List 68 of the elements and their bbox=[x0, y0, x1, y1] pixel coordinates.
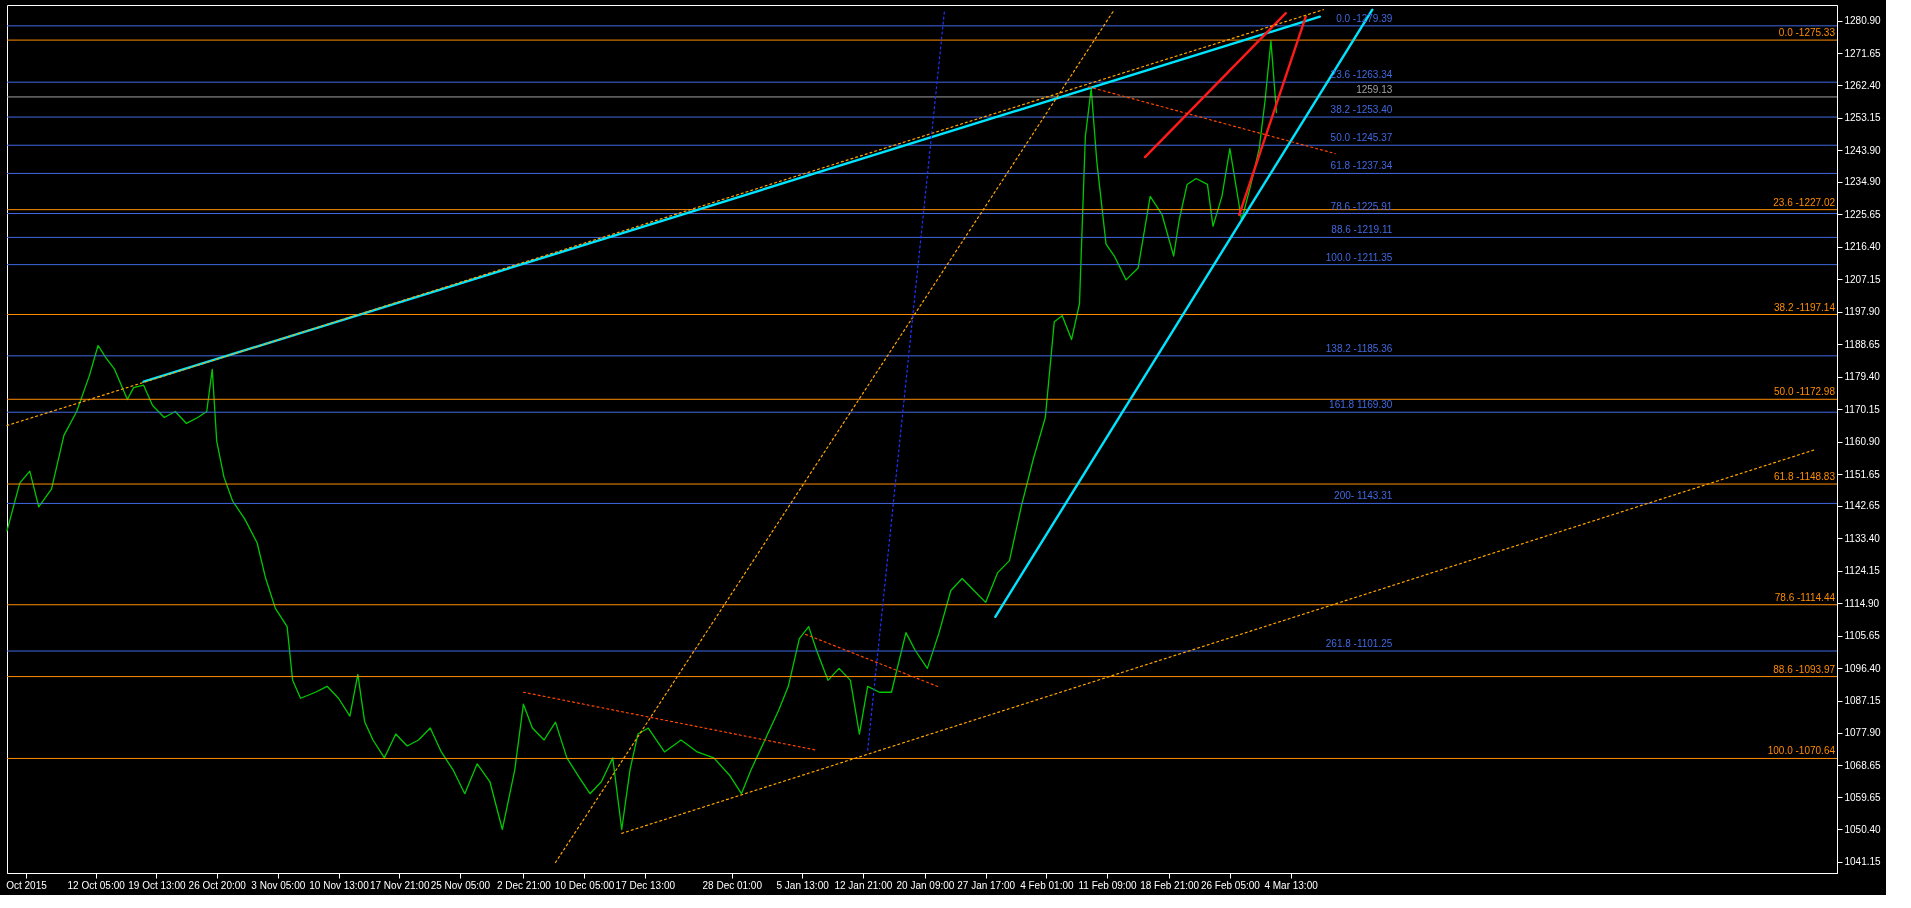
x-tick-label: 4 Feb 01:00 bbox=[1020, 879, 1074, 891]
y-tick-label: 1096.40 bbox=[1844, 662, 1882, 674]
x-tick-label: Oct 2015 bbox=[6, 879, 48, 891]
x-tick-label: 17 Dec 13:00 bbox=[615, 879, 676, 891]
y-tick-label: 1114.90 bbox=[1844, 597, 1880, 609]
annotation: 50.0 -1172.98 bbox=[1774, 386, 1836, 398]
annotation: 61.8 -1148.83 bbox=[1774, 471, 1836, 483]
y-tick-label: 1068.65 bbox=[1844, 759, 1882, 771]
x-tick-label: 3 Nov 05:00 bbox=[251, 879, 306, 891]
annotation: 100.0 -1070.64 bbox=[1767, 745, 1836, 757]
y-tick-label: 1188.65 bbox=[1844, 338, 1881, 350]
y-tick-label: 1262.40 bbox=[1844, 79, 1882, 91]
annotation: 23.6 -1227.02 bbox=[1773, 196, 1836, 208]
annotation: 0.0 -1275.33 bbox=[1778, 27, 1836, 39]
x-tick-label: 18 Feb 21:00 bbox=[1140, 879, 1200, 891]
y-tick-label: 1050.40 bbox=[1844, 823, 1882, 835]
x-tick-label: 17 Nov 21:00 bbox=[369, 879, 430, 891]
y-tick-label: 1077.90 bbox=[1844, 727, 1882, 739]
x-tick-label: 26 Feb 05:00 bbox=[1200, 879, 1261, 891]
annotation: 161.8 1169.30 bbox=[1329, 399, 1393, 411]
annotation: 88.6 -1093.97 bbox=[1773, 663, 1836, 675]
y-tick-label: 1234.90 bbox=[1844, 176, 1882, 188]
y-tick-label: 1087.15 bbox=[1844, 695, 1882, 707]
y-tick-label: 1160.90 bbox=[1844, 436, 1881, 448]
x-tick-label: 10 Nov 13:00 bbox=[309, 879, 370, 891]
ref-line-label: 1259.13 bbox=[1356, 83, 1393, 95]
y-tick-label: 1197.90 bbox=[1844, 306, 1881, 318]
y-tick-label: 1225.65 bbox=[1844, 208, 1882, 220]
x-tick-label: 11 Feb 09:00 bbox=[1078, 879, 1138, 891]
y-tick-label: 1041.15 bbox=[1844, 856, 1882, 868]
x-tick-label: 26 Oct 20:00 bbox=[188, 879, 247, 891]
x-tick-label: 12 Jan 21:00 bbox=[834, 879, 893, 891]
y-tick-label: 1151.65 bbox=[1844, 468, 1881, 480]
y-tick-label: 1179.40 bbox=[1844, 371, 1881, 383]
annotation: 261.8 -1101.25 bbox=[1325, 638, 1393, 650]
x-tick-label: 5 Jan 13:00 bbox=[776, 879, 830, 891]
y-tick-label: 1243.90 bbox=[1844, 144, 1882, 156]
y-tick-label: 1271.65 bbox=[1844, 47, 1882, 59]
annotation: 78.6 -1225.91 bbox=[1330, 200, 1393, 212]
y-tick-label: 1253.15 bbox=[1844, 112, 1882, 124]
line-series bbox=[6, 40, 1278, 831]
x-tick-label: 25 Nov 05:00 bbox=[430, 879, 491, 891]
y-tick-label: 1280.90 bbox=[1844, 15, 1882, 27]
y-tick-label: 1216.40 bbox=[1844, 241, 1882, 253]
y-tick-label: 1133.40 bbox=[1844, 532, 1881, 544]
annotation: 100.0 -1211.35 bbox=[1325, 251, 1393, 263]
x-tick-label: 19 Oct 13:00 bbox=[128, 879, 186, 891]
x-tick-label: 4 Mar 13:00 bbox=[1264, 879, 1319, 891]
y-tick-label: 1170.15 bbox=[1844, 403, 1881, 415]
x-tick-label: 20 Jan 09:00 bbox=[896, 879, 955, 891]
x-tick-label: 27 Jan 17:00 bbox=[957, 879, 1016, 891]
y-tick-label: 1059.65 bbox=[1844, 791, 1882, 803]
x-tick-label: 2 Dec 21:00 bbox=[496, 879, 552, 891]
annotation: 138.2 -1185.36 bbox=[1325, 342, 1393, 354]
annotation: 61.8 -1237.34 bbox=[1330, 160, 1393, 172]
annotation: 88.6 -1219.11 bbox=[1331, 224, 1393, 236]
annotation: 78.6 -1114.44 bbox=[1774, 591, 1836, 603]
y-tick-label: 1142.65 bbox=[1844, 500, 1881, 512]
y-tick-label: 1105.65 bbox=[1844, 630, 1881, 642]
annotation: 38.2 -1253.40 bbox=[1330, 104, 1393, 116]
annotation: 50.0 -1245.37 bbox=[1330, 132, 1393, 144]
x-tick-label: 12 Oct 05:00 bbox=[67, 879, 126, 891]
annotation: 38.2 -1197.14 bbox=[1774, 301, 1836, 313]
y-tick-label: 1207.15 bbox=[1844, 273, 1882, 285]
annotation: 200- 1143.31 bbox=[1334, 490, 1393, 502]
x-tick-label: 10 Dec 05:00 bbox=[554, 879, 615, 891]
y-tick-label: 1124.15 bbox=[1844, 565, 1881, 577]
x-tick-label: 28 Dec 01:00 bbox=[702, 879, 763, 891]
